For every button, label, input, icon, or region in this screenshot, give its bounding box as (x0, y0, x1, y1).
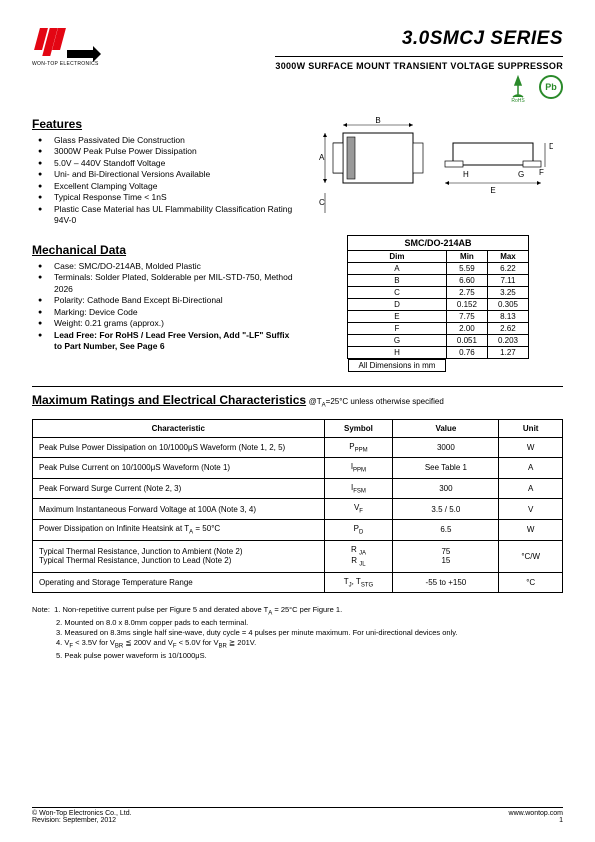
svg-text:F: F (539, 168, 544, 177)
mechdata-list: Case: SMC/DO-214AB, Molded Plastic Termi… (32, 261, 297, 353)
features-heading: Features (32, 117, 297, 131)
page-footer: © Won-Top Electronics Co., Ltd. Revision… (32, 807, 563, 824)
mechdata-item: Polarity: Cathode Band Except Bi-Directi… (36, 295, 297, 306)
feature-item: Uni- and Bi-Directional Versions Availab… (36, 169, 297, 180)
feature-item: Glass Passivated Die Construction (36, 135, 297, 146)
package-diagram: B A C D F (313, 109, 563, 229)
notes-block: Note: 1. Non-repetitive current pulse pe… (32, 605, 563, 661)
mechdata-heading: Mechanical Data (32, 243, 297, 257)
features-list: Glass Passivated Die Construction 3000W … (32, 135, 297, 227)
footer-url: www.wontop.com (509, 810, 563, 817)
mechdata-item: Case: SMC/DO-214AB, Molded Plastic (36, 261, 297, 272)
dimension-table: SMC/DO-214AB Dim Min Max A5.596.22 B6.60… (347, 235, 529, 372)
mechdata-item: Terminals: Solder Plated, Solderable per… (36, 272, 297, 295)
feature-item: 5.0V – 440V Standoff Voltage (36, 158, 297, 169)
rohs-badge-icon: RoHS (503, 75, 533, 103)
footer-page: 1 (509, 817, 563, 824)
ratings-heading: Maximum Ratings and Electrical Character… (32, 393, 306, 407)
company-logo: WON-TOP ELECTRONICS (32, 28, 99, 67)
svg-text:B: B (375, 116, 380, 125)
series-title: 3.0SMCJ SERIES (275, 28, 563, 50)
mechdata-item: Marking: Device Code (36, 307, 297, 318)
ratings-table: Characteristic Symbol Value Unit Peak Pu… (32, 419, 563, 594)
subtitle: 3000W SURFACE MOUNT TRANSIENT VOLTAGE SU… (275, 61, 563, 71)
feature-item: Plastic Case Material has UL Flammabilit… (36, 204, 297, 227)
svg-text:C: C (319, 198, 325, 207)
footer-revision: Revision: September, 2012 (32, 817, 132, 824)
svg-text:H: H (463, 170, 469, 179)
logo-caption: WON-TOP ELECTRONICS (32, 61, 99, 67)
ratings-condition: @TA=25°C unless otherwise specified (309, 397, 444, 406)
svg-text:A: A (319, 153, 325, 162)
svg-text:D: D (549, 142, 553, 151)
feature-item: 3000W Peak Pulse Power Dissipation (36, 146, 297, 157)
mechdata-item: Lead Free: For RoHS / Lead Free Version,… (36, 330, 297, 353)
feature-item: Typical Response Time < 1nS (36, 192, 297, 203)
footer-company: © Won-Top Electronics Co., Ltd. (32, 810, 132, 817)
dim-table-caption: SMC/DO-214AB (347, 235, 529, 250)
svg-text:E: E (490, 186, 495, 195)
pb-badge-icon: Pb (539, 75, 563, 99)
mechdata-item: Weight: 0.21 grams (approx.) (36, 318, 297, 329)
svg-text:G: G (518, 170, 524, 179)
feature-item: Excellent Clamping Voltage (36, 181, 297, 192)
svg-text:RoHS: RoHS (511, 98, 525, 103)
